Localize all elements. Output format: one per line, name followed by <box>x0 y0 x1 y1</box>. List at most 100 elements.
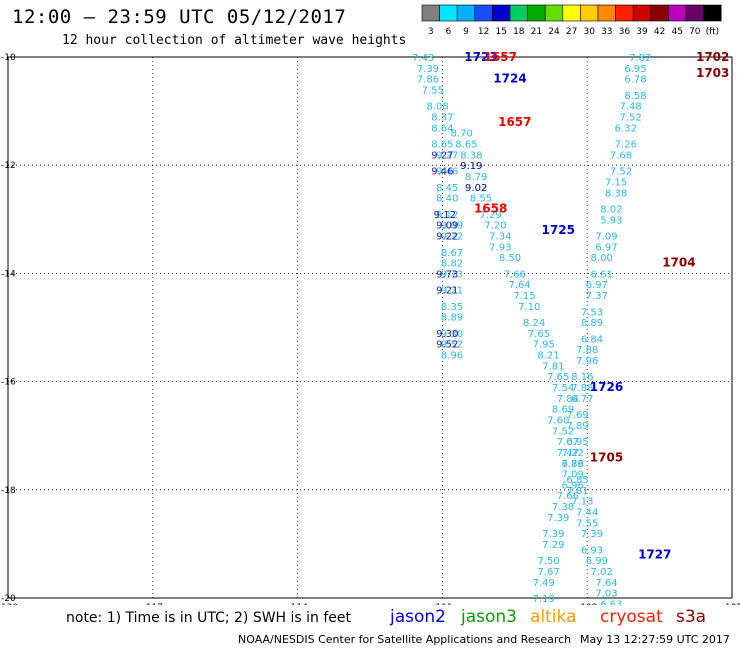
scale-label: 3 <box>428 27 434 37</box>
wave-height-point: 7.52 <box>552 426 574 437</box>
wave-height-map: -120 -117 -114 -111 -108 -105 -10 -12 -14 -16 -18 -… <box>0 50 740 605</box>
pass-time-label: 1704 <box>662 256 695 270</box>
scale-label: 15 <box>495 27 506 37</box>
scale-label: 42 <box>654 27 665 37</box>
wave-height-point: 7.88 <box>576 345 598 356</box>
wave-height-point: 7.38 <box>552 502 574 513</box>
wave-height-point: 8.82 <box>441 259 463 270</box>
wave-height-point: 7.81 <box>566 486 588 497</box>
wave-height-point: 9.27 <box>431 150 453 161</box>
wave-height-point: 9.52 <box>441 340 463 351</box>
pass-time-label: 1702 <box>696 50 729 64</box>
scale-label: 30 <box>583 27 595 37</box>
wave-height-point: 6.85 <box>566 475 588 486</box>
scale-label: 21 <box>531 27 542 37</box>
wave-height-point: 9.30 <box>441 329 463 340</box>
wave-height-point: 7.43 <box>412 53 434 64</box>
wave-height-point: 7.15 <box>513 291 535 302</box>
wave-height-point: 7.29 <box>480 210 502 221</box>
wave-height-point: 9.27 <box>436 150 458 161</box>
wave-height-point: 7.89 <box>566 421 588 432</box>
x-tick-label: -120 <box>0 603 18 605</box>
wave-height-point: 7.96 <box>576 356 598 367</box>
wave-height-point: 7.52 <box>620 113 642 124</box>
legend-jason3: jason3 <box>461 607 517 627</box>
wave-height-point: 6.97 <box>586 280 608 291</box>
map-title: 12:00 – 23:59 UTC 05/12/2017 <box>12 6 347 28</box>
wave-height-point: 8.24 <box>523 318 545 329</box>
wave-height-point: 9.19 <box>460 161 482 172</box>
wave-height-point: 9.19 <box>460 161 482 172</box>
pass-time-label: 1727 <box>638 548 671 562</box>
wave-height-point: 7.07 <box>557 437 579 448</box>
wave-height-point: 8.64 <box>431 123 453 134</box>
y-tick-label: -12 <box>1 161 16 171</box>
wave-height-point: 9.21 <box>441 286 463 297</box>
wave-height-point: 8.38 <box>605 188 627 199</box>
wave-height-point: 7.09 <box>595 232 617 243</box>
wave-height-point: 7.26 <box>615 140 637 151</box>
wave-height-point: 8.16 <box>571 372 593 383</box>
wave-height-point: 5.93 <box>600 215 622 226</box>
y-tick-label: -18 <box>1 486 16 496</box>
wave-height-point: 8.00 <box>591 253 613 264</box>
wave-height-point: 7.64 <box>508 280 530 291</box>
wave-height-point: 6.61 <box>591 269 613 280</box>
wave-height-point: 7.84 <box>557 394 579 405</box>
wave-height-point: 7.22 <box>562 448 584 459</box>
wave-height-point: 7.09 <box>562 470 584 481</box>
wave-height-point: 9.02 <box>465 183 487 194</box>
scale-label: 39 <box>636 27 648 37</box>
y-tick-label: -14 <box>1 269 16 279</box>
footer-timestamp: May 13 12:27:59 UTC 2017 <box>580 633 730 646</box>
wave-height-point: 9.22 <box>436 232 458 243</box>
wave-height-point: 6.84 <box>581 334 603 345</box>
x-tick-label: -111 <box>432 603 452 605</box>
wave-height-point: 7.39 <box>542 529 564 540</box>
wave-height-point: 8.70 <box>451 129 473 140</box>
wave-height-point: 8.45 <box>436 183 458 194</box>
pass-time-label: 1725 <box>542 223 575 237</box>
wave-height-point: 7.34 <box>489 232 511 243</box>
scale-label: 70 <box>689 27 701 37</box>
wave-height-point: 6.95 <box>624 64 646 75</box>
scale-label: 12 <box>478 27 489 37</box>
wave-height-point: 9.09 <box>441 221 463 232</box>
wave-height-point: 7.52 <box>610 167 632 178</box>
legend-s3a: s3a <box>676 607 707 627</box>
wave-height-point: 7.39 <box>547 513 569 524</box>
wave-height-point: 8.69 <box>552 405 574 416</box>
wave-height-point: 7.81 <box>542 361 564 372</box>
scale-swatch <box>703 4 722 22</box>
wave-height-point: 7.37 <box>586 291 608 302</box>
wave-height-point: 8.96 <box>441 351 463 362</box>
wave-height-point: 8.38 <box>460 150 482 161</box>
wave-height-point: 8.89 <box>441 313 463 324</box>
wave-height-point: 9.52 <box>436 340 458 351</box>
wave-height-point: 8.02 <box>600 204 622 215</box>
y-tick-label: -20 <box>1 594 16 604</box>
wave-height-point: 7.65 <box>547 372 569 383</box>
legend-note: note: 1) Time is in UTC; 2) SWH is in fe… <box>66 610 352 626</box>
wave-height-point: 8.67 <box>441 248 463 259</box>
scale-label: 36 <box>619 27 631 37</box>
wave-height-point: 9.73 <box>441 269 463 280</box>
wave-height-point: 7.39 <box>417 64 439 75</box>
wave-height-point: 8.65 <box>455 140 477 151</box>
pass-time-label: 1705 <box>590 450 623 464</box>
wave-height-point: 9.12 <box>434 210 456 221</box>
wave-height-point: 7.95 <box>533 340 555 351</box>
legend-cryosat: cryosat <box>600 607 663 627</box>
wave-height-point: 8.50 <box>499 253 521 264</box>
wave-height-point: 8.08 <box>426 102 448 113</box>
wave-height-point: 9.22 <box>441 232 463 243</box>
wave-height-point: 7.79 <box>562 459 584 470</box>
pass-time-label: 1657 <box>498 115 531 129</box>
wave-height-point: 8.55 <box>470 194 492 205</box>
wave-height-point: 6.97 <box>595 242 617 253</box>
y-tick-label: -16 <box>1 378 16 388</box>
wave-height-point: 7.48 <box>620 102 642 113</box>
wave-height-point: 6.95 <box>566 437 588 448</box>
y-tick-label: -10 <box>1 53 16 63</box>
wave-height-point: 8.79 <box>465 172 487 183</box>
